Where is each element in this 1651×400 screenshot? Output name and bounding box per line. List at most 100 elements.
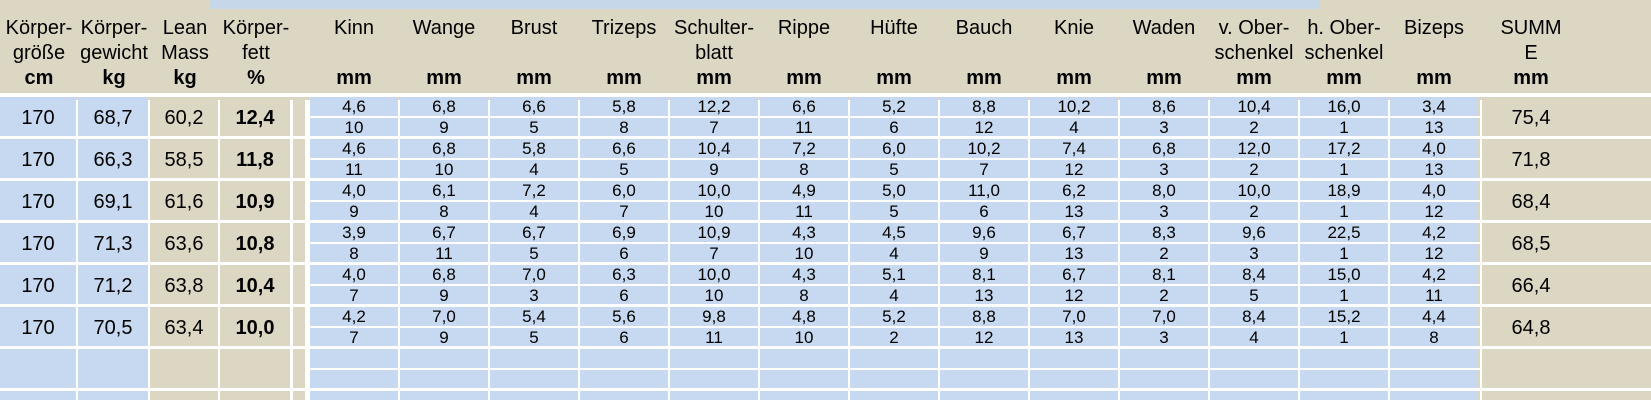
sum-cell: 68,4 xyxy=(1511,191,1551,213)
header-unit: cm xyxy=(24,67,54,89)
skinfold-rank-cell: 13 xyxy=(1424,160,1444,179)
skinfold-rank-cell: 11 xyxy=(705,328,723,347)
skinfold-mm-cell: 10,4 xyxy=(697,139,731,158)
skinfold-mm-cell: 6,7 xyxy=(522,223,546,242)
skinfold-mm-cell: 6,3 xyxy=(612,265,636,284)
header-line-1: Bizeps xyxy=(1403,17,1465,39)
header-line-1: Trizeps xyxy=(591,17,657,39)
skinfold-mm-cell: 6,7 xyxy=(1062,265,1086,284)
skinfold-mm-cell: 3,4 xyxy=(1422,97,1446,116)
skinfold-mm-cell: 4,0 xyxy=(342,181,366,200)
skinfold-mm-cell: 4,5 xyxy=(882,223,906,242)
sum-cell: 71,8 xyxy=(1511,149,1551,171)
skinfold-mm-cell: 10,2 xyxy=(1057,97,1091,116)
skinfold-rank-cell: 3 xyxy=(1159,160,1169,179)
column-background xyxy=(490,96,578,400)
column-divider xyxy=(578,100,580,400)
header-unit: mm xyxy=(876,67,912,89)
header-line-2: Mass xyxy=(161,42,209,64)
skinfold-mm-cell: 7,0 xyxy=(1152,307,1176,326)
column-divider xyxy=(1208,100,1210,400)
column-divider xyxy=(398,100,400,400)
skinfold-mm-cell: 7,2 xyxy=(522,181,546,200)
skinfold-rank-cell: 7 xyxy=(979,160,989,179)
skinfold-mm-cell: 5,6 xyxy=(612,307,636,326)
weight-cell: 66,3 xyxy=(93,149,133,171)
site-header: Brust mm xyxy=(490,16,578,100)
header-unit: mm xyxy=(696,67,732,89)
height-cell: 170 xyxy=(21,233,55,255)
header-line-1: SUMM xyxy=(1500,17,1562,39)
skinfold-mm-cell: 6,1 xyxy=(432,181,456,200)
skinfold-rank-cell: 4 xyxy=(889,286,899,305)
skinfold-mm-cell: 4,0 xyxy=(1422,181,1446,200)
fat-cell: 10,9 xyxy=(235,191,275,213)
skinfold-mm-cell: 11,0 xyxy=(968,181,1000,200)
sum-cell: 75,4 xyxy=(1511,107,1551,129)
skinfold-mm-cell: 10,4 xyxy=(1237,97,1271,116)
skinfold-mm-cell: 7,2 xyxy=(792,139,816,158)
skinfold-mm-cell: 4,2 xyxy=(342,307,366,326)
column-background xyxy=(580,96,668,400)
row-divider xyxy=(0,262,1651,265)
skinfold-rank-cell: 1 xyxy=(1339,160,1349,179)
skinfold-rank-cell: 2 xyxy=(1249,118,1259,137)
site-header: h. Ober-schenkel mm xyxy=(1300,16,1388,100)
column-divider xyxy=(148,100,150,400)
column-background xyxy=(0,96,76,400)
skinfold-rank-cell: 9 xyxy=(979,244,989,263)
weight-cell: 69,1 xyxy=(93,191,133,213)
column-divider xyxy=(1118,100,1120,400)
header-unit: mm xyxy=(1236,67,1272,89)
skinfold-mm-cell: 15,0 xyxy=(1327,265,1361,284)
skinfold-mm-cell: 3,9 xyxy=(342,223,366,242)
column-divider xyxy=(1480,100,1482,400)
skinfold-rank-cell: 10 xyxy=(794,244,814,263)
column-background xyxy=(850,96,938,400)
skinfold-rank-cell: 9 xyxy=(349,202,359,221)
height-header: Körper-größe cm xyxy=(0,16,78,100)
header-line-1: Hüfte xyxy=(870,17,918,39)
header-unit: % xyxy=(247,67,265,89)
header-unit: mm xyxy=(1513,67,1549,89)
skinfold-mm-cell: 12,0 xyxy=(1237,139,1271,158)
row-divider xyxy=(0,304,1651,307)
skinfold-rank-cell: 11 xyxy=(1425,286,1443,305)
column-divider xyxy=(218,100,220,400)
skinfold-mm-cell: 8,1 xyxy=(972,265,996,284)
skinfold-mm-cell: 4,6 xyxy=(342,139,366,158)
site-header: Schulter-blatt mm xyxy=(670,16,758,100)
column-background xyxy=(1300,96,1388,400)
skinfold-rank-cell: 12 xyxy=(1424,244,1444,263)
header-unit: mm xyxy=(786,67,822,89)
skinfold-rank-cell: 6 xyxy=(889,118,899,137)
row-divider xyxy=(0,94,1651,97)
half-row-divider xyxy=(310,284,1480,286)
skinfold-mm-cell: 12,2 xyxy=(697,97,731,116)
skinfold-rank-cell: 3 xyxy=(1159,202,1169,221)
skinfold-rank-cell: 4 xyxy=(1249,328,1259,347)
header-line-1: Waden xyxy=(1132,17,1196,39)
header-unit: mm xyxy=(966,67,1002,89)
skinfold-mm-cell: 8,8 xyxy=(972,307,996,326)
skinfold-mm-cell: 5,8 xyxy=(522,139,546,158)
skinfold-rank-cell: 1 xyxy=(1339,118,1349,137)
row-divider xyxy=(0,346,1651,349)
header-line-1: Schulter- xyxy=(673,17,755,39)
skinfold-mm-cell: 18,9 xyxy=(1327,181,1361,200)
skinfold-rank-cell: 11 xyxy=(435,244,453,263)
skinfold-rank-cell: 2 xyxy=(1159,286,1169,305)
skinfold-mm-cell: 7,0 xyxy=(1062,307,1086,326)
skinfold-mm-cell: 8,1 xyxy=(1152,265,1176,284)
sum-cell: 68,5 xyxy=(1511,233,1551,255)
site-header: Trizeps mm xyxy=(580,16,668,100)
header-line-2: größe xyxy=(12,42,66,64)
header-line-1: Körper- xyxy=(5,17,73,39)
column-divider xyxy=(1028,100,1030,400)
skinfold-mm-cell: 4,4 xyxy=(1422,307,1446,326)
skinfold-mm-cell: 5,4 xyxy=(522,307,546,326)
skinfold-rank-cell: 5 xyxy=(529,328,539,347)
skinfold-rank-cell: 12 xyxy=(1064,160,1084,179)
skinfold-rank-cell: 6 xyxy=(619,286,629,305)
skinfold-mm-cell: 7,0 xyxy=(522,265,546,284)
